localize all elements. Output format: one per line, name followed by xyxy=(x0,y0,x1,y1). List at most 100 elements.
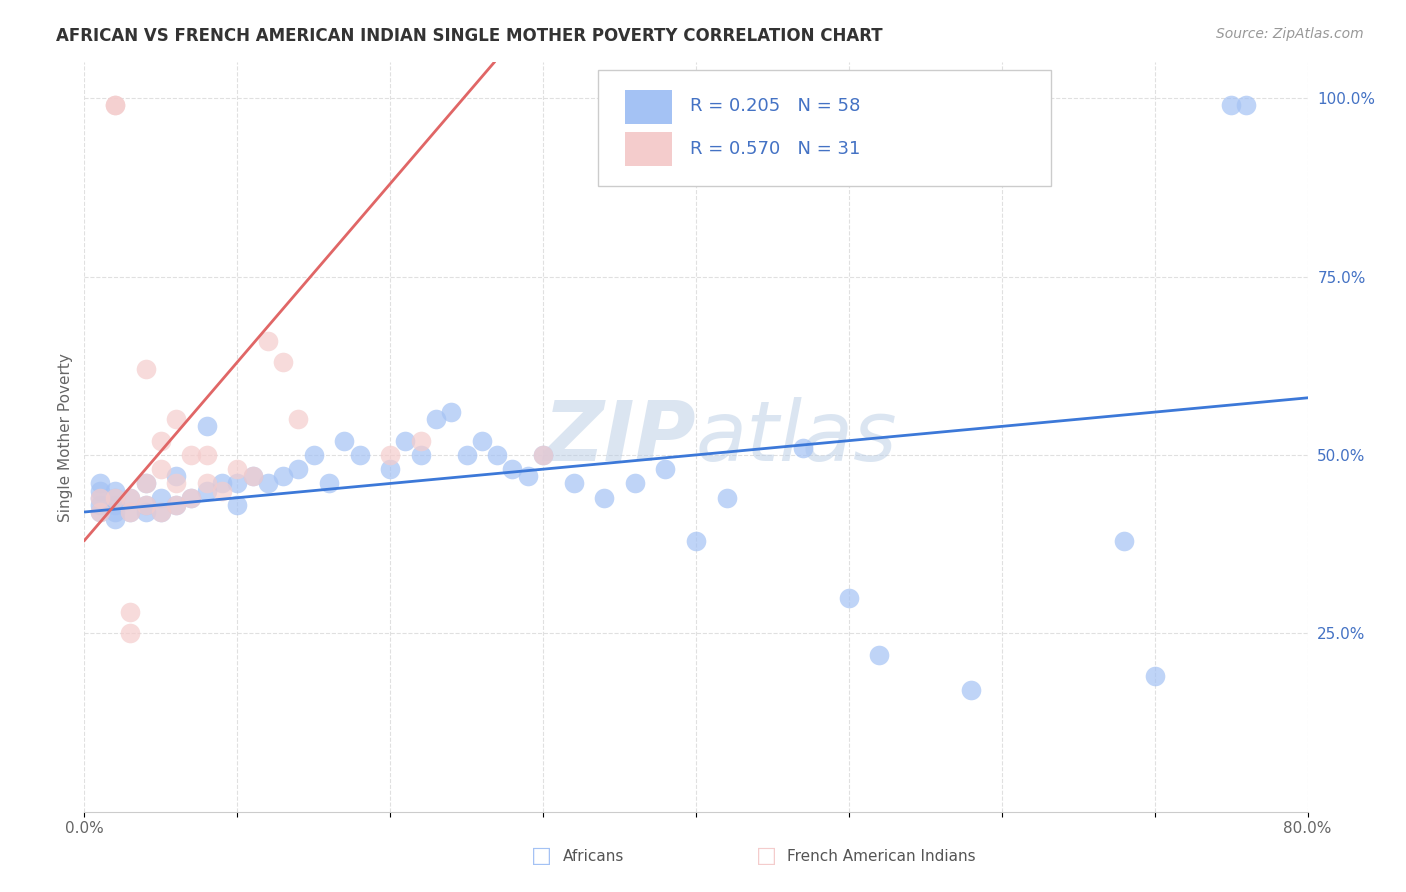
FancyBboxPatch shape xyxy=(626,132,672,166)
Point xyxy=(685,533,707,548)
Point xyxy=(471,434,494,448)
Point xyxy=(226,462,249,476)
Point xyxy=(165,498,187,512)
Point xyxy=(257,476,280,491)
Text: French American Indians: French American Indians xyxy=(787,849,976,863)
Point xyxy=(165,476,187,491)
Point xyxy=(792,441,814,455)
Point xyxy=(135,505,157,519)
Point xyxy=(195,448,218,462)
Point xyxy=(287,462,309,476)
Point xyxy=(89,483,111,498)
Point xyxy=(654,462,676,476)
Point xyxy=(89,505,111,519)
Point xyxy=(257,334,280,348)
Point xyxy=(120,626,142,640)
Point xyxy=(195,476,218,491)
Text: □: □ xyxy=(756,847,776,866)
Point xyxy=(149,462,172,476)
Point xyxy=(120,505,142,519)
Point xyxy=(349,448,371,462)
Point xyxy=(135,498,157,512)
Point xyxy=(226,498,249,512)
Point xyxy=(135,476,157,491)
Point xyxy=(440,405,463,419)
Point xyxy=(531,448,554,462)
Point xyxy=(318,476,340,491)
Point xyxy=(120,491,142,505)
Text: R = 0.570   N = 31: R = 0.570 N = 31 xyxy=(690,140,860,158)
Point xyxy=(333,434,356,448)
Point xyxy=(165,469,187,483)
Point xyxy=(960,683,983,698)
Point xyxy=(425,412,447,426)
FancyBboxPatch shape xyxy=(598,70,1050,186)
Point xyxy=(120,491,142,505)
Point xyxy=(104,512,127,526)
Point xyxy=(456,448,478,462)
Point xyxy=(195,483,218,498)
Point xyxy=(242,469,264,483)
Point xyxy=(380,448,402,462)
Point xyxy=(165,498,187,512)
Point xyxy=(104,98,127,112)
Text: ZIP: ZIP xyxy=(543,397,696,477)
Point xyxy=(149,491,172,505)
Point xyxy=(624,476,647,491)
Point xyxy=(593,491,616,505)
Point xyxy=(302,448,325,462)
Point xyxy=(271,469,294,483)
Point xyxy=(89,491,111,505)
Text: R = 0.205   N = 58: R = 0.205 N = 58 xyxy=(690,97,860,115)
Point xyxy=(716,491,738,505)
Point xyxy=(562,476,585,491)
Y-axis label: Single Mother Poverty: Single Mother Poverty xyxy=(58,352,73,522)
Point xyxy=(1114,533,1136,548)
Point xyxy=(502,462,524,476)
Point xyxy=(380,462,402,476)
Text: Africans: Africans xyxy=(562,849,624,863)
FancyBboxPatch shape xyxy=(626,90,672,124)
Point xyxy=(149,505,172,519)
Point xyxy=(1220,98,1243,112)
Point xyxy=(242,469,264,483)
Point xyxy=(180,448,202,462)
Point xyxy=(104,491,127,505)
Point xyxy=(135,362,157,376)
Point xyxy=(1236,98,1258,112)
Point xyxy=(104,498,127,512)
Point xyxy=(287,412,309,426)
Text: □: □ xyxy=(531,847,551,866)
Text: Source: ZipAtlas.com: Source: ZipAtlas.com xyxy=(1216,27,1364,41)
Point xyxy=(165,412,187,426)
Point xyxy=(135,476,157,491)
Point xyxy=(89,491,111,505)
Point xyxy=(104,483,127,498)
Point xyxy=(531,448,554,462)
Point xyxy=(271,355,294,369)
Point xyxy=(89,498,111,512)
Point xyxy=(135,498,157,512)
Point xyxy=(394,434,416,448)
Point xyxy=(226,476,249,491)
Point xyxy=(180,491,202,505)
Point xyxy=(409,434,432,448)
Point xyxy=(180,491,202,505)
Point xyxy=(149,505,172,519)
Point xyxy=(409,448,432,462)
Point xyxy=(838,591,860,605)
Point xyxy=(516,469,538,483)
Point xyxy=(104,98,127,112)
Point xyxy=(104,491,127,505)
Point xyxy=(869,648,891,662)
Text: atlas: atlas xyxy=(696,397,897,477)
Point xyxy=(120,605,142,619)
Point xyxy=(211,476,233,491)
Point xyxy=(1143,669,1166,683)
Point xyxy=(486,448,509,462)
Point xyxy=(211,483,233,498)
Point xyxy=(120,505,142,519)
Point xyxy=(89,505,111,519)
Text: AFRICAN VS FRENCH AMERICAN INDIAN SINGLE MOTHER POVERTY CORRELATION CHART: AFRICAN VS FRENCH AMERICAN INDIAN SINGLE… xyxy=(56,27,883,45)
Point xyxy=(195,419,218,434)
